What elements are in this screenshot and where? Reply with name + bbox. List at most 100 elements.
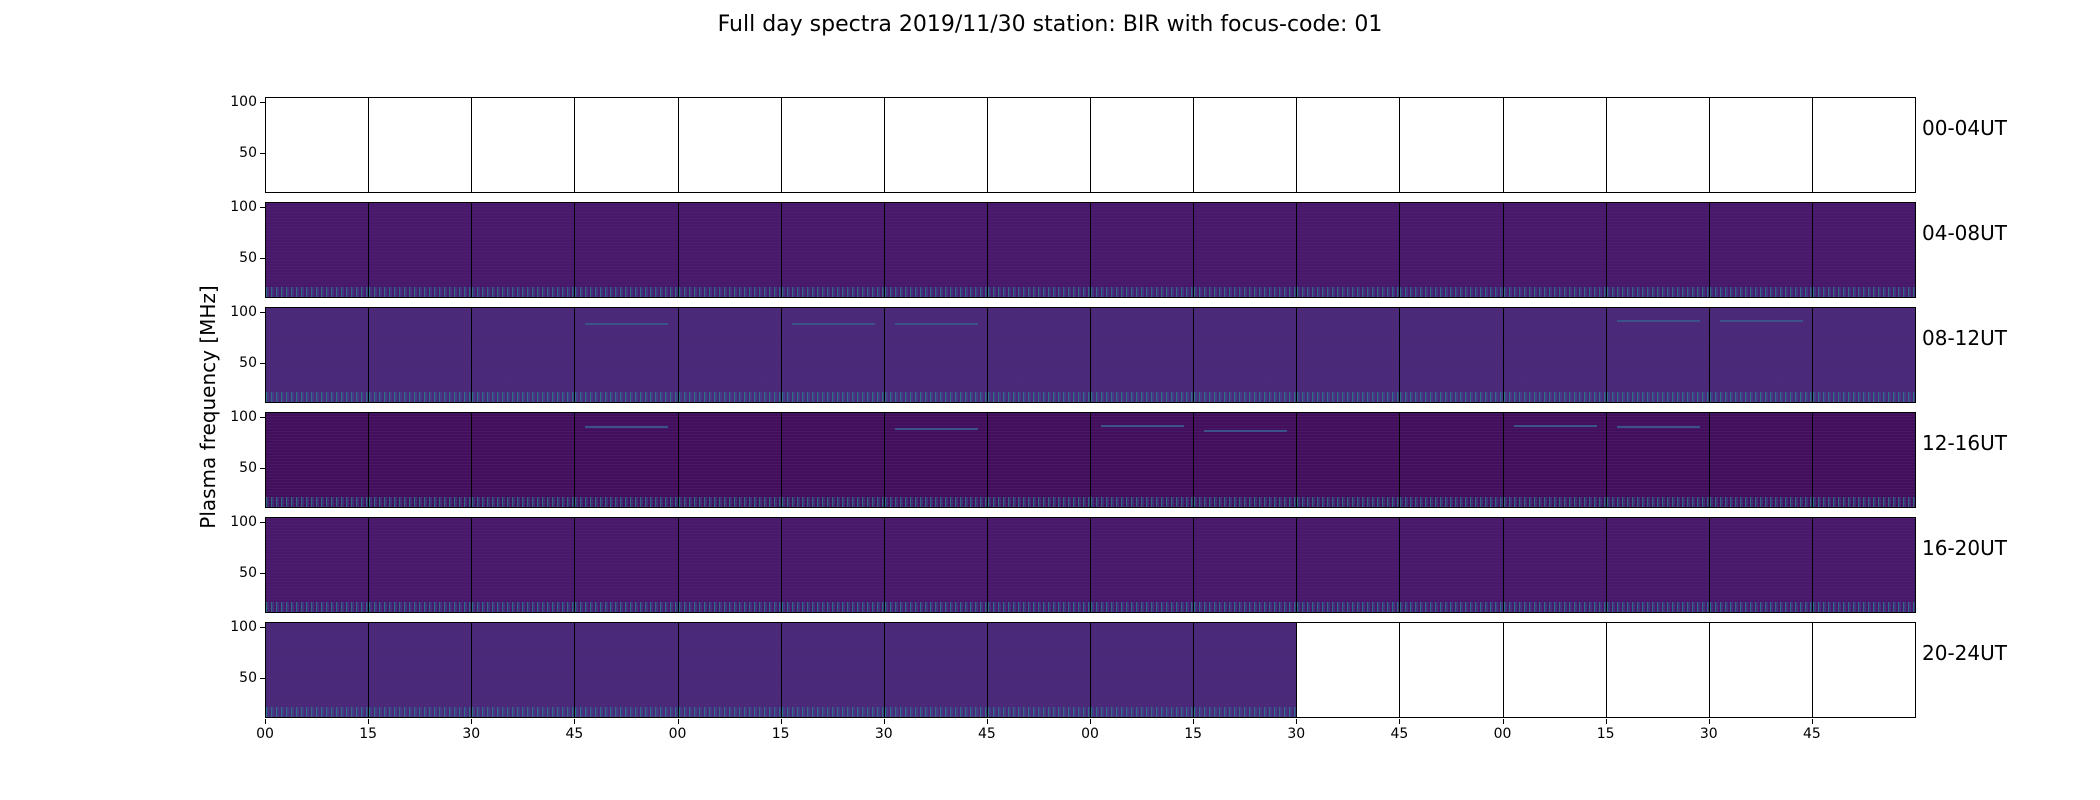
empty-panel <box>1502 622 1607 718</box>
spectrum-panel <box>986 412 1091 508</box>
spectrum-panel <box>986 622 1091 718</box>
spectrum-panel <box>574 412 679 508</box>
empty-panel <box>1605 97 1710 193</box>
y-tick <box>260 312 265 314</box>
empty-panel <box>1605 622 1710 718</box>
spectrum-panel <box>265 202 370 298</box>
y-tick-label: 50 <box>239 249 257 266</box>
spectrum-panel <box>677 202 782 298</box>
y-tick <box>260 522 265 524</box>
empty-panel <box>1811 97 1916 193</box>
spectrum-panel <box>1090 307 1195 403</box>
y-tick-label: 100 <box>230 619 257 636</box>
y-tick <box>260 362 265 364</box>
row-label: 20-24UT <box>1922 641 2007 665</box>
spectrum-panel <box>1502 517 1607 613</box>
burst-line <box>894 428 978 430</box>
burst-line <box>894 323 978 325</box>
spectrum-panel <box>574 622 679 718</box>
y-tick-label: 50 <box>239 144 257 161</box>
y-tick <box>260 152 265 154</box>
spectrum-panel <box>265 622 370 718</box>
y-tick <box>260 257 265 259</box>
spectrum-panel <box>780 622 885 718</box>
spectrum-panel <box>1090 202 1195 298</box>
spectrum-panel <box>471 517 576 613</box>
y-tick <box>260 102 265 104</box>
empty-panel <box>368 97 473 193</box>
spectrum-panel <box>986 307 1091 403</box>
empty-panel <box>1399 97 1504 193</box>
empty-panel <box>1811 622 1916 718</box>
empty-panel <box>677 97 782 193</box>
spectrum-panel <box>986 202 1091 298</box>
burst-line <box>1101 425 1184 427</box>
empty-panel <box>1708 622 1813 718</box>
burst-line <box>1513 425 1597 427</box>
x-tick-label: 30 <box>1287 726 1306 742</box>
spectrum-panel <box>1811 412 1916 508</box>
x-tick <box>883 719 885 724</box>
spectrum-panel <box>574 517 679 613</box>
empty-panel <box>471 97 576 193</box>
x-tick-label: 30 <box>874 726 893 742</box>
spectrum-panel <box>368 622 473 718</box>
burst-line <box>585 323 669 325</box>
x-tick-label: 00 <box>1493 726 1512 742</box>
row-label: 04-08UT <box>1922 221 2007 245</box>
y-tick <box>260 417 265 419</box>
spectrum-panel <box>1399 412 1504 508</box>
x-tick <box>368 719 370 724</box>
spectrum-panel <box>677 622 782 718</box>
spectrum-panel <box>1296 517 1401 613</box>
spectrum-panel <box>883 622 988 718</box>
x-tick-label: 45 <box>1390 726 1409 742</box>
empty-panel <box>1502 97 1607 193</box>
spectrum-panel <box>1502 202 1607 298</box>
spectrum-panel <box>1193 412 1298 508</box>
spectrum-panel <box>1296 412 1401 508</box>
x-tick <box>986 719 988 724</box>
spectrum-panel <box>677 412 782 508</box>
spectrum-panel <box>1605 307 1710 403</box>
spectrum-panel <box>1811 202 1916 298</box>
x-tick <box>1090 719 1091 724</box>
spectrum-panel <box>677 517 782 613</box>
spectrum-panel <box>986 517 1091 613</box>
spectrum-panel <box>883 202 988 298</box>
x-tick <box>471 719 473 724</box>
empty-panel <box>1296 97 1401 193</box>
y-tick <box>260 467 265 469</box>
x-tick <box>677 719 679 724</box>
spectrum-panel <box>368 517 473 613</box>
spectrum-panel <box>1502 307 1607 403</box>
burst-line <box>791 323 875 325</box>
x-tick-label: 15 <box>359 726 378 742</box>
spectrum-panel <box>1708 412 1813 508</box>
empty-panel <box>986 97 1091 193</box>
row-label: 12-16UT <box>1922 431 2007 455</box>
spectrum-panel <box>1399 517 1504 613</box>
spectrum-panel <box>1193 307 1298 403</box>
spectrum-panel <box>1296 202 1401 298</box>
x-tick <box>1502 719 1504 724</box>
y-tick-label: 50 <box>239 354 257 371</box>
spectrum-panel <box>883 517 988 613</box>
y-tick <box>260 572 265 574</box>
spectrum-panel <box>1399 307 1504 403</box>
spectrum-panel <box>1605 517 1710 613</box>
spectrum-panel <box>1090 622 1195 718</box>
empty-panel <box>265 97 370 193</box>
y-tick-label: 50 <box>239 564 257 581</box>
empty-panel <box>1296 622 1401 718</box>
x-tick-label: 30 <box>462 726 481 742</box>
spectrum-panel <box>1708 307 1813 403</box>
y-tick-label: 100 <box>230 409 257 426</box>
burst-line <box>585 426 669 428</box>
spectrum-panel <box>780 307 885 403</box>
x-tick <box>1811 719 1813 724</box>
spectrum-panel <box>368 202 473 298</box>
x-tick <box>780 719 782 724</box>
empty-panel <box>574 97 679 193</box>
row-label: 00-04UT <box>1922 116 2007 140</box>
